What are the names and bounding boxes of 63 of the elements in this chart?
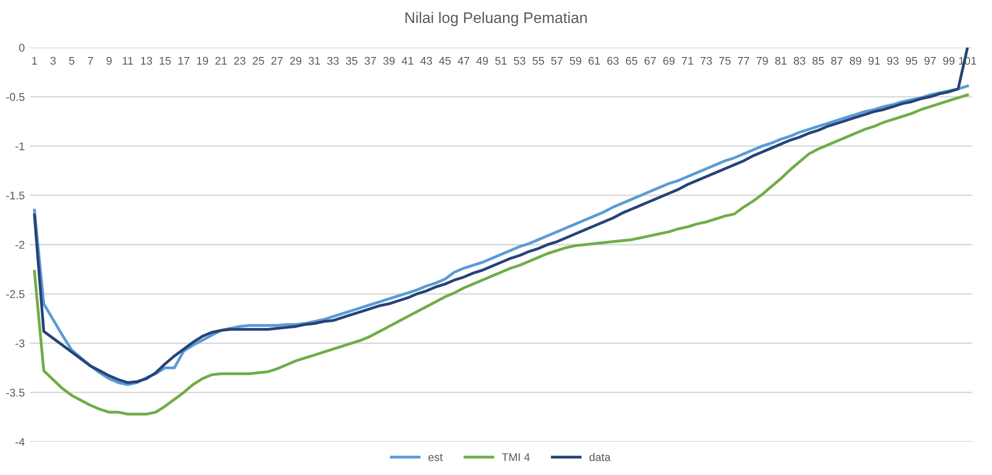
x-tick-label: 47: [458, 56, 470, 65]
x-tick-label: 91: [868, 56, 880, 65]
x-tick-label: 13: [141, 56, 152, 65]
x-tick-label: 21: [215, 56, 227, 65]
x-tick-label: 39: [383, 56, 395, 65]
x-tick-label: 57: [551, 56, 563, 65]
y-tick-label: -3: [16, 339, 24, 348]
x-tick-label: 17: [178, 56, 190, 65]
x-tick-label: 69: [663, 56, 675, 65]
x-tick-label: 61: [588, 56, 600, 65]
y-tick-label: -3.5: [6, 388, 24, 397]
x-tick-label: 97: [924, 56, 936, 65]
legend-label: TMI 4: [502, 453, 530, 461]
x-tick-label: 95: [906, 56, 918, 65]
y-tick-label: -0.5: [6, 93, 24, 101]
x-tick-label: 15: [160, 56, 171, 65]
legend-label: data: [589, 452, 611, 462]
y-tick-label: -2: [16, 240, 24, 249]
x-tick-label: 87: [831, 56, 842, 65]
y-tick-label: -1.5: [6, 192, 24, 200]
x-tick-label: 25: [252, 56, 264, 65]
x-tick-label: 49: [476, 56, 488, 65]
y-tick-label: -1: [16, 142, 24, 150]
x-tick-label: 77: [738, 56, 750, 65]
x-tick-label: 29: [290, 56, 302, 65]
x-tick-label: 11: [122, 56, 133, 65]
x-tick-label: 73: [700, 56, 712, 65]
x-tick-label: 43: [420, 56, 432, 65]
x-tick-label: 9: [106, 56, 112, 65]
x-tick-label: 71: [682, 56, 694, 65]
x-tick-label: 19: [197, 56, 208, 65]
x-tick-label: 93: [887, 56, 899, 65]
x-tick-label: 41: [402, 56, 414, 65]
x-tick-label: 85: [812, 56, 824, 65]
y-tick-label: -4: [16, 438, 25, 446]
x-tick-label: 83: [794, 56, 806, 65]
x-tick-label: 63: [607, 56, 619, 65]
x-tick-label: 37: [364, 56, 376, 65]
x-tick-label: 55: [532, 56, 544, 65]
x-tick-label: 67: [644, 56, 656, 65]
x-tick-label: 53: [514, 56, 526, 65]
y-tick-label: 0: [19, 44, 24, 52]
legend-label: est: [428, 454, 443, 462]
x-tick-label: 45: [439, 56, 451, 65]
x-tick-label: 89: [850, 56, 862, 65]
x-tick-label: 51: [495, 56, 507, 65]
x-tick-label: 99: [943, 56, 954, 65]
x-tick-label: 27: [271, 56, 283, 65]
chart-title: Nilai log Peluang Pematian: [406, 12, 587, 26]
x-tick-label: 5: [69, 56, 74, 65]
x-tick-label: 59: [570, 56, 582, 65]
x-tick-label: 23: [234, 56, 246, 65]
x-tick-label: 65: [626, 56, 638, 65]
x-tick-label: 81: [775, 56, 787, 65]
x-tick-label: 79: [756, 56, 768, 65]
x-tick-label: 1: [32, 56, 37, 65]
x-tick-label: 7: [88, 56, 93, 65]
x-tick-label: 31: [308, 56, 320, 65]
x-tick-label: 75: [719, 56, 731, 65]
x-tick-label: 3: [50, 56, 56, 65]
y-tick-label: -2.5: [6, 290, 24, 298]
x-tick-label: 35: [346, 56, 358, 65]
x-tick-label: 33: [327, 56, 339, 65]
